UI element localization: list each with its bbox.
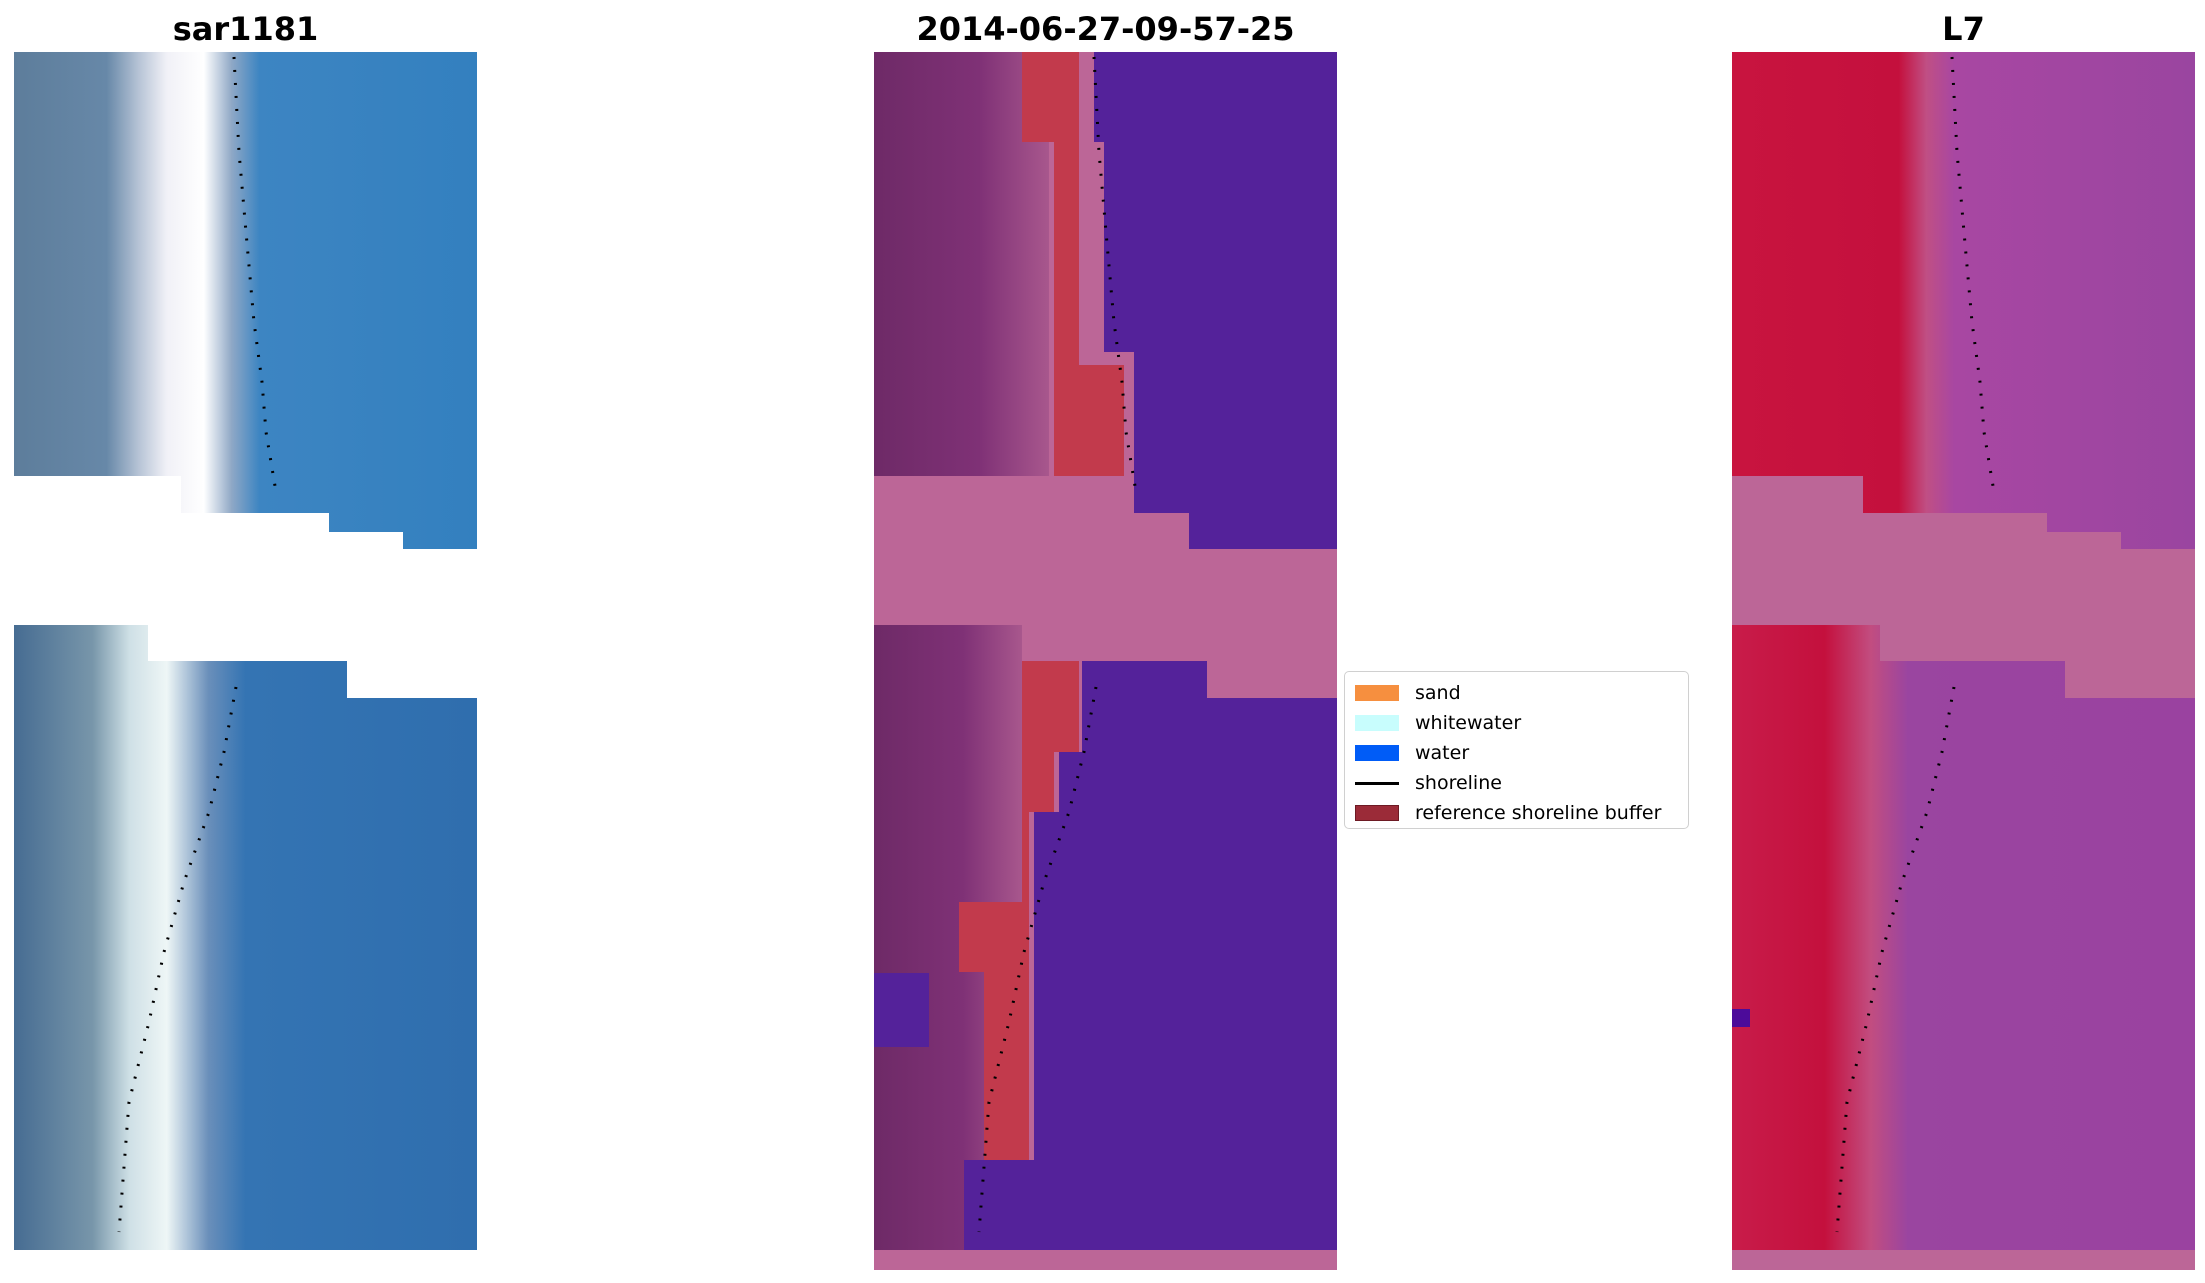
legend-swatch-shoreline — [1355, 781, 1399, 785]
legend-swatch-water — [1355, 745, 1399, 761]
legend-item-shoreline: shoreline — [1355, 768, 1678, 798]
legend-label: whitewater — [1415, 712, 1522, 734]
rgb-image-panel — [14, 52, 477, 1250]
panel-title-rgb: sar1181 — [172, 10, 319, 48]
legend-swatch-whitewater — [1355, 715, 1399, 731]
legend-item-reference-buffer: reference shoreline buffer — [1355, 798, 1678, 828]
legend-swatch-sand — [1355, 685, 1399, 701]
legend-label: shoreline — [1415, 772, 1502, 794]
legend: sand whitewater water shoreline referenc… — [1344, 671, 1689, 829]
legend-item-sand: sand — [1355, 678, 1678, 708]
panel-title-classified: 2014-06-27-09-57-25 — [916, 10, 1295, 48]
panel-title-mndwi: L7 — [1942, 10, 1985, 48]
classified-image-panel — [874, 52, 1337, 1270]
legend-label: water — [1415, 742, 1470, 764]
legend-item-whitewater: whitewater — [1355, 708, 1678, 738]
legend-label: reference shoreline buffer — [1415, 802, 1662, 824]
legend-swatch-reference-buffer — [1355, 805, 1399, 821]
mndwi-image-panel — [1732, 52, 2195, 1270]
legend-label: sand — [1415, 682, 1461, 704]
legend-item-water: water — [1355, 738, 1678, 768]
